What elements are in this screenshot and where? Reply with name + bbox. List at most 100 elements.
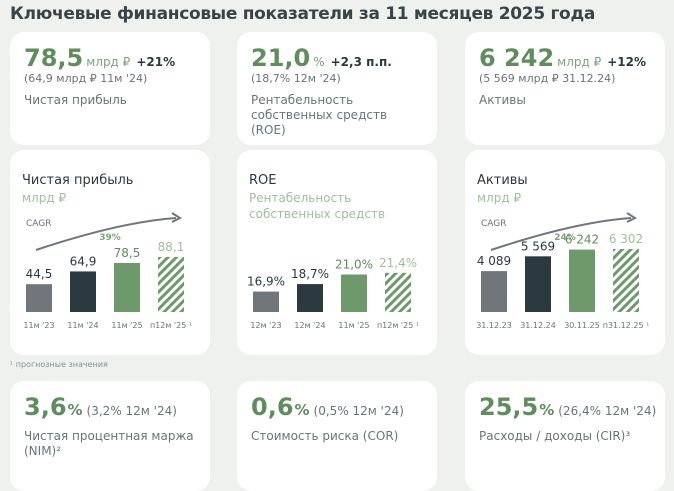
kpi-unit: млрд ₽ [86,55,131,69]
chart-title: Чистая прибыль [22,173,133,188]
cagr-title: CAGR [481,219,507,229]
bar [613,248,639,312]
x-tick-label: 31.12.24 [520,321,556,330]
kpi-label: Чистая процентная маржа (NIM)² [24,429,194,458]
bar-value-label: 5 569 [521,239,555,253]
bar-value-label: 21,4% [379,256,417,270]
kpi-previous: (18,7% 12м '24) [251,72,341,85]
chart-card: ROE Рентабельность собственных средств 16,9… [237,150,437,355]
kpi-value: 0,6 [251,393,294,421]
x-tick-label: 12м '24 [294,321,325,330]
bar-value-label: 21,0% [335,258,373,272]
cagr-value: 24% [554,233,576,243]
bar [481,271,507,312]
bar [253,291,279,312]
chart-subtitle: млрд ₽ [477,191,521,205]
x-tick-label: 31.12.23 [476,321,512,330]
kpi-label: Активы [479,93,526,107]
kpi-label: Чистая прибыль [24,93,127,107]
bar-value-label: 64,9 [70,254,97,268]
kpi-value: 21,0 [251,44,311,72]
kpi-label: Стоимость риска (COR) [251,429,399,443]
chart: ROE Рентабельность собственных средств 16,9… [247,173,419,330]
subtitle-line: собственных средств [249,207,385,221]
page: Ключевые финансовые показатели {"title":… [10,4,665,491]
bar-value-label: 16,9% [247,275,285,289]
bar-value-label: 44,5 [26,267,53,281]
cagr-value: 39% [99,233,121,243]
bar-value-label: 88,1 [158,240,185,254]
x-tick-label: 11м '23 [23,321,54,330]
x-tick-label: п12м '25 ¹ [150,321,192,330]
bar [158,256,184,312]
kpi-row: 21,0% +2,3 п.п. [251,44,423,72]
kpi-value: 6 242 [479,44,555,72]
bar [26,284,52,312]
bar [385,272,411,312]
kpi-card: 21,0% +2,3 п.п. (18,7% 12м '24) Рентабельно… [237,32,437,145]
bar [341,274,367,312]
chart-title: Активы [477,173,528,188]
kpi-unit: % [539,401,555,419]
bar-value-label: 4 089 [477,254,511,268]
kpi-card: 25,5% (26,4% 12м '24) Расходы / доходы (CI… [465,381,665,491]
chart: Чистая прибыль млрд ₽ 44,5 11м '23 64,9 11м '… [22,173,192,330]
kpi-unit: млрд ₽ [557,55,602,69]
kpi-previous: (0,5% 12м '24) [313,404,404,418]
chart-subtitle: Рентабельность собственных средств [249,191,385,221]
bar-value-label: 18,7% [291,267,329,281]
cagr-arrowhead [626,212,638,223]
x-tick-label: 11м '24 [67,321,98,330]
kpi-previous: (26,4% 12м '24) [558,404,657,418]
kpi-unit: % [313,55,325,69]
bar [569,249,595,312]
kpi-card: 6 242 млрд ₽ +12% (5 569 млрд ₽ 31.12.24) Ак… [465,32,665,145]
chart-card: Активы млрд ₽ 4 089 31.12.23 5 569 31.12.24 6 … [465,150,665,355]
cagr-arrow [35,217,177,251]
bar-value-label: 6 302 [609,232,643,246]
x-tick-label: 30.11.25 [564,321,600,330]
bar [70,271,96,312]
chart-subtitle: млрд ₽ [22,191,66,205]
kpi-unit: % [67,401,83,419]
kpi-card: 78,5 млрд ₽ +21% (64,9 млрд ₽ 11м '24) Чиста… [10,32,210,145]
page-title: Ключевые финансовые показатели за 11 мес… [10,4,596,24]
chart: Активы млрд ₽ 4 089 31.12.23 5 569 31.12.24 6 … [476,173,650,330]
bar [114,262,140,312]
kpi-change: +21% [136,55,176,69]
kpi-row: 0,6% (0,5% 12м '24) [251,393,423,421]
kpi-unit: % [294,401,310,419]
cagr-arrowhead [171,212,183,223]
x-tick-label: 11м '25 [338,321,369,330]
kpi-previous: (5 569 млрд ₽ 31.12.24) [479,72,616,85]
bar-value-label: 78,5 [114,246,141,260]
kpi-card: 3,6% (3,2% 12м '24) Чистая процентная марж… [10,381,210,491]
chart-card: Чистая прибыль млрд ₽ 44,5 11м '23 64,9 11м '… [10,150,210,355]
kpi-previous: (3,2% 12м '24) [86,404,177,418]
kpi-label: Рентабельность собственных средств (ROE) [251,93,388,137]
x-tick-label: п31.12.25 ¹ [603,321,650,330]
kpi-row: 25,5% (26,4% 12м '24) [479,393,656,421]
kpi-previous: (64,9 млрд ₽ 11м '24) [24,72,148,85]
x-tick-label: 11м '25 [111,321,142,330]
subtitle-line: Рентабельность [249,191,351,205]
chart-title: ROE [249,173,276,188]
kpi-value: 78,5 [24,44,84,72]
footnote: ¹ прогнозные значения [10,360,108,369]
kpi-value: 25,5 [479,393,539,421]
page-body: Ключевые финансовые показатели за 11 мес… [10,4,665,491]
kpi-row: 3,6% (3,2% 12м '24) [24,393,196,421]
x-tick-label: п12м '25 ¹ [377,321,419,330]
bar [525,256,551,312]
cagr-arrow [490,217,632,251]
cagr-title: CAGR [26,219,52,229]
bar [297,284,323,312]
kpi-row: 78,5 млрд ₽ +21% [24,44,196,72]
kpi-change: +2,3 п.п. [330,55,392,69]
bar-value-label: 6 242 [565,233,599,247]
kpi-card: 0,6% (0,5% 12м '24) Стоимость риска (COR) [237,381,437,491]
kpi-value: 3,6 [24,393,67,421]
kpi-change: +12% [607,55,647,69]
x-tick-label: 12м '23 [250,321,281,330]
kpi-row: 6 242 млрд ₽ +12% [479,44,651,72]
